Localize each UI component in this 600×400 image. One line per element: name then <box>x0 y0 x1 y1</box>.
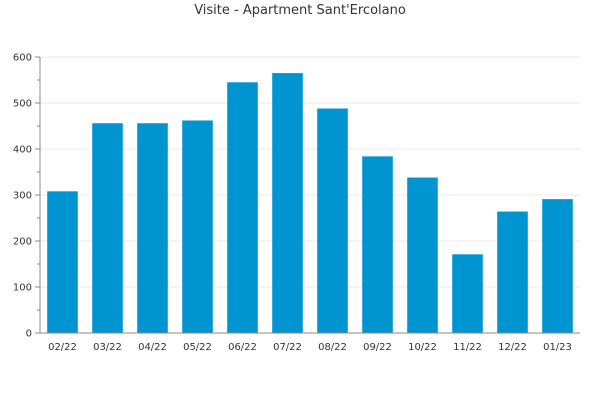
x-tick-label: 01/23 <box>543 342 572 353</box>
chart-title: Visite - Apartment Sant'Ercolano <box>194 3 406 18</box>
y-tick-label: 100 <box>13 283 32 294</box>
x-tick-label: 04/22 <box>138 342 167 353</box>
bar <box>362 156 393 333</box>
bar <box>47 191 78 333</box>
x-tick-label: 11/22 <box>453 342 482 353</box>
y-tick-label: 400 <box>13 145 32 156</box>
y-tick-label: 300 <box>13 191 32 202</box>
x-tick-label: 05/22 <box>183 342 212 353</box>
y-tick-label: 200 <box>13 237 32 248</box>
x-tick-label: 02/22 <box>48 342 77 353</box>
bar <box>137 123 168 334</box>
x-tick-label: 03/22 <box>93 342 122 353</box>
y-tick-label: 500 <box>13 99 32 110</box>
x-tick-label: 08/22 <box>318 342 347 353</box>
x-tick-label: 12/22 <box>498 342 527 353</box>
x-tick-label: 07/22 <box>273 342 302 353</box>
bar <box>452 254 483 333</box>
bar <box>272 73 303 333</box>
x-tick-label: 06/22 <box>228 342 257 353</box>
x-tick-label: 09/22 <box>363 342 392 353</box>
bar <box>497 211 528 333</box>
bar <box>227 82 258 333</box>
bar <box>407 177 438 333</box>
bar <box>317 108 348 334</box>
x-tick-label: 10/22 <box>408 342 437 353</box>
bar <box>182 120 213 333</box>
y-tick-label: 600 <box>13 53 32 64</box>
bar <box>542 199 573 333</box>
bar <box>92 123 123 334</box>
y-tick-label: 0 <box>26 329 32 340</box>
